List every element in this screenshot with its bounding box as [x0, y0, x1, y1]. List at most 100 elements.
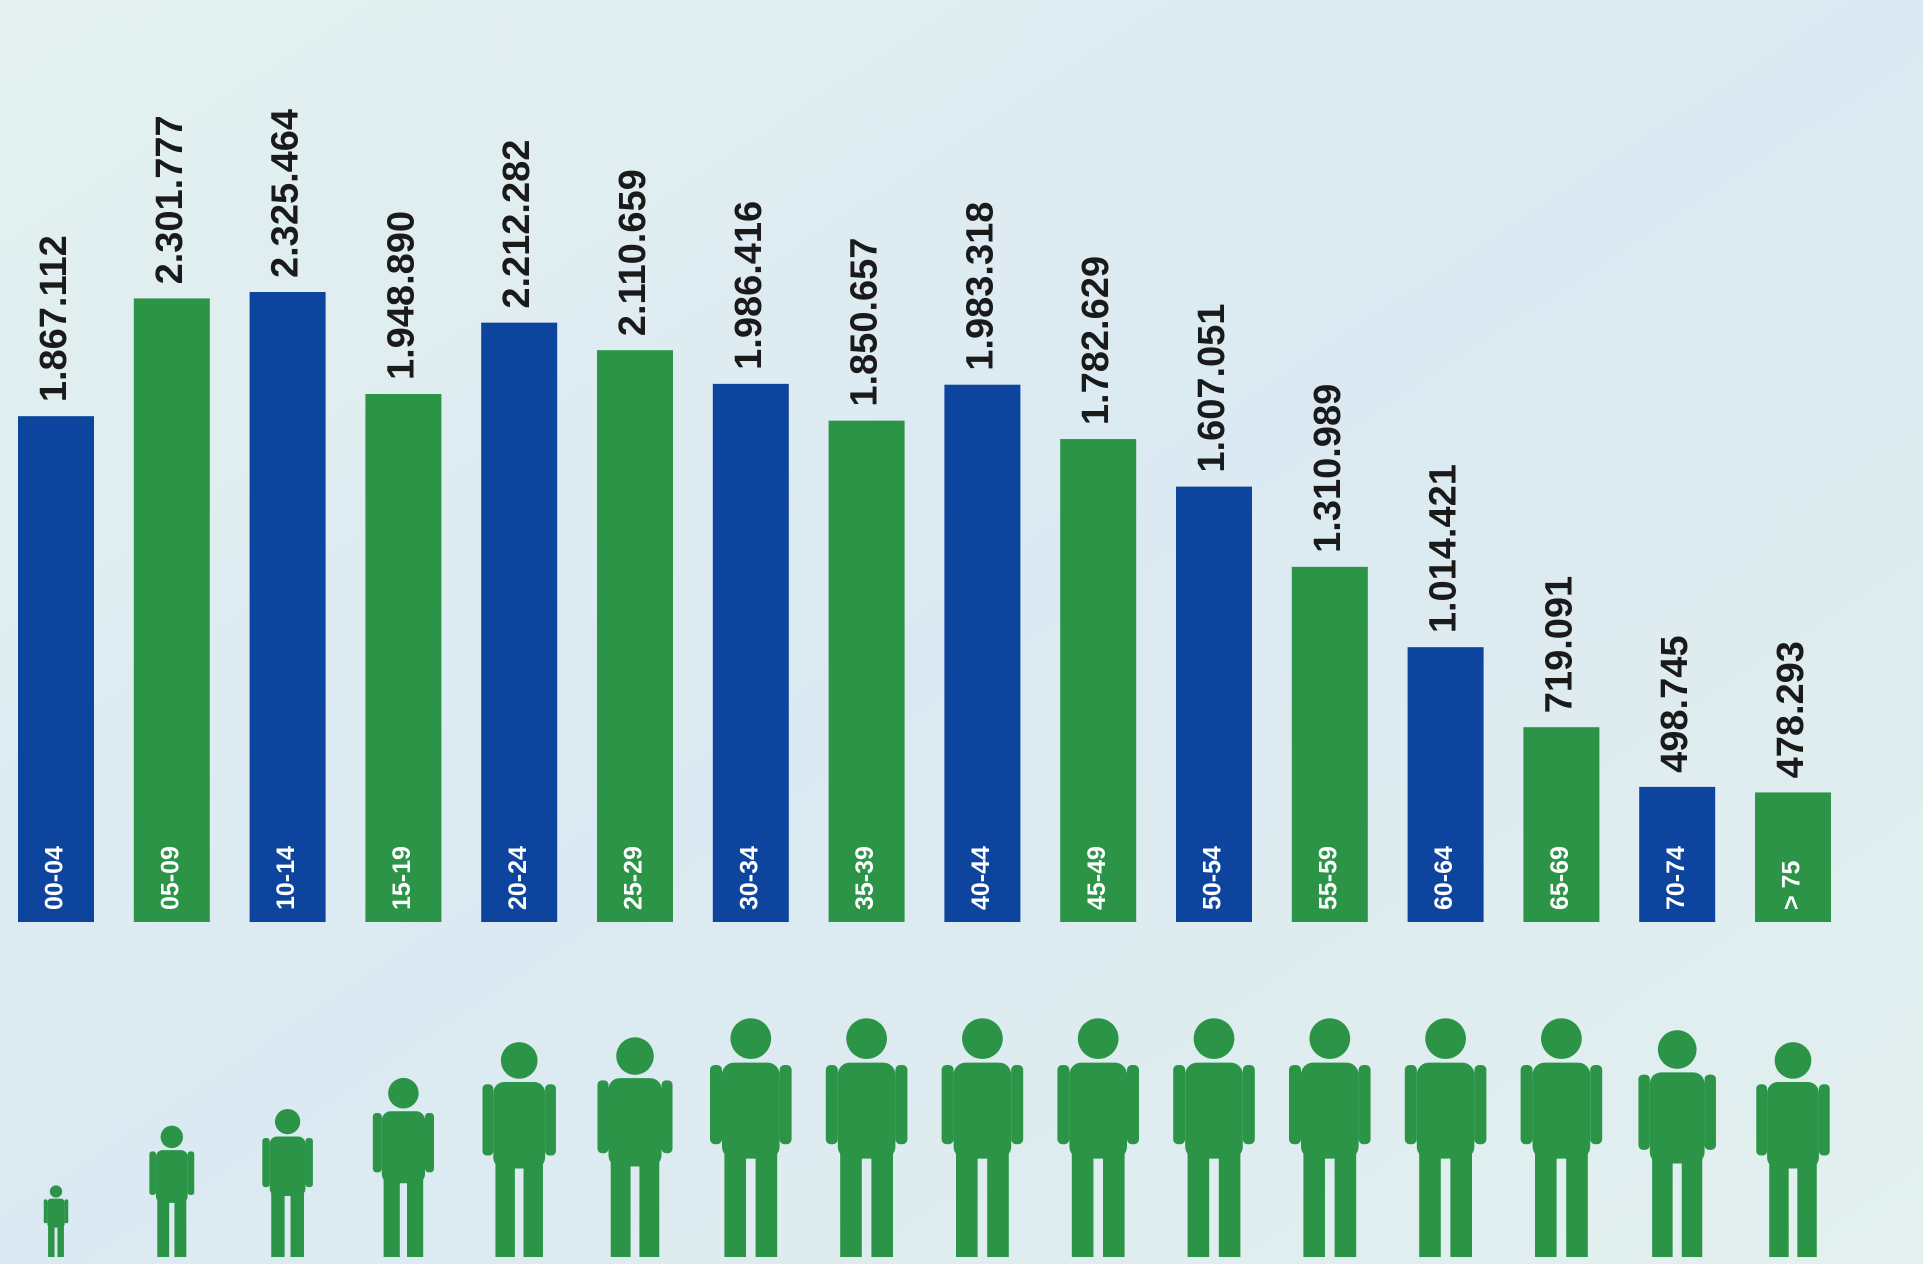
icon-head [49, 1185, 63, 1198]
value-label: 1.986.416 [728, 201, 770, 370]
icon-leg [987, 1153, 1009, 1257]
icon-body [1767, 1082, 1819, 1169]
bar [597, 350, 673, 922]
icon-leg [1797, 1164, 1817, 1257]
icon-arm [1127, 1065, 1139, 1145]
category-label: 30-34 [735, 846, 763, 910]
category-label: 15-19 [388, 846, 416, 910]
bar [1639, 786, 1716, 922]
icon-head [962, 1018, 1003, 1059]
icon-head [1425, 1018, 1466, 1059]
value-label: 2.301.777 [149, 115, 191, 284]
icon-head [1309, 1018, 1351, 1059]
icon-arm [710, 1065, 722, 1145]
value-label: 1.867.112 [33, 235, 75, 402]
icon-leg [1769, 1164, 1789, 1257]
icon-arm [661, 1080, 673, 1154]
icon-body [953, 1062, 1012, 1159]
icon-leg [290, 1193, 304, 1257]
bar [1755, 792, 1831, 922]
icon-arm [262, 1137, 270, 1188]
category-label: 35-39 [851, 846, 879, 910]
bar [712, 383, 789, 922]
icon-arm [1520, 1065, 1533, 1145]
value-label: 719.091 [1538, 576, 1580, 713]
icon-head [1077, 1018, 1119, 1059]
icon-leg [407, 1179, 424, 1257]
icon-arm [1289, 1065, 1301, 1145]
bar [481, 322, 558, 922]
icon-arm [825, 1065, 838, 1145]
icon-head [388, 1077, 419, 1109]
icon-body [155, 1150, 188, 1203]
bar [828, 420, 905, 922]
icon-head [1193, 1018, 1235, 1059]
icon-body [837, 1062, 896, 1159]
icon-arm [1011, 1065, 1024, 1145]
icon-arm [941, 1065, 954, 1145]
icon-arm [1818, 1084, 1830, 1156]
icon-leg [1071, 1153, 1094, 1257]
icon-arm [1638, 1074, 1650, 1150]
icon-arm [425, 1113, 434, 1173]
value-label: 1.014.421 [1423, 464, 1465, 633]
icon-arm [1173, 1065, 1186, 1145]
icon-head [1657, 1030, 1697, 1069]
value-label: 478.293 [1770, 641, 1812, 778]
icon-leg [1535, 1153, 1557, 1257]
icon-leg [1303, 1153, 1325, 1257]
icon-body [1069, 1062, 1127, 1159]
icon-arm [482, 1084, 494, 1156]
icon-arm [1756, 1084, 1768, 1156]
icon-leg [755, 1153, 778, 1257]
icon-arm [895, 1065, 908, 1145]
icon-head [160, 1125, 184, 1149]
icon-arm [149, 1151, 156, 1195]
icon-leg [956, 1153, 978, 1257]
icon-leg [174, 1200, 187, 1257]
icon-head [500, 1042, 538, 1079]
icon-arm [43, 1199, 48, 1224]
category-label: 40-44 [967, 846, 995, 910]
bar [1291, 566, 1368, 922]
bar [133, 298, 210, 923]
icon-arm [545, 1084, 556, 1156]
icon-leg [1681, 1158, 1703, 1257]
value-label: 1.983.318 [959, 202, 1001, 371]
bar [249, 292, 326, 922]
icon-leg [523, 1164, 543, 1257]
value-label: 1.607.051 [1191, 304, 1233, 473]
icon-leg [1652, 1158, 1673, 1257]
bar [1523, 727, 1600, 922]
icon-arm [779, 1065, 792, 1145]
value-label: 2.110.659 [612, 169, 654, 336]
icon-body [47, 1198, 65, 1228]
icon-leg [1566, 1153, 1588, 1257]
icon-arm [1358, 1065, 1371, 1145]
category-label: 60-64 [1430, 846, 1458, 910]
icon-arm [1590, 1065, 1603, 1145]
icon-arm [1057, 1065, 1070, 1145]
icon-body [269, 1136, 306, 1196]
icon-leg [383, 1179, 400, 1257]
icon-arm [597, 1080, 609, 1154]
icon-arm [305, 1137, 313, 1188]
icon-head [730, 1018, 772, 1059]
value-label: 2.212.282 [496, 140, 538, 309]
category-label: > 75 [1778, 861, 1806, 910]
icon-leg [57, 1226, 64, 1257]
value-label: 1.948.890 [380, 211, 422, 380]
icon-head [1541, 1018, 1582, 1059]
icon-head [274, 1108, 301, 1135]
value-label: 1.850.657 [844, 238, 886, 407]
icon-body [1416, 1062, 1475, 1159]
icon-leg [610, 1162, 631, 1257]
category-label: 45-49 [1083, 846, 1111, 910]
category-label: 55-59 [1314, 846, 1342, 910]
value-label: 1.310.989 [1307, 384, 1349, 553]
category-label: 00-04 [41, 846, 69, 910]
people-icons [43, 1018, 1830, 1257]
icon-arm [187, 1151, 195, 1195]
icon-body [381, 1111, 425, 1184]
